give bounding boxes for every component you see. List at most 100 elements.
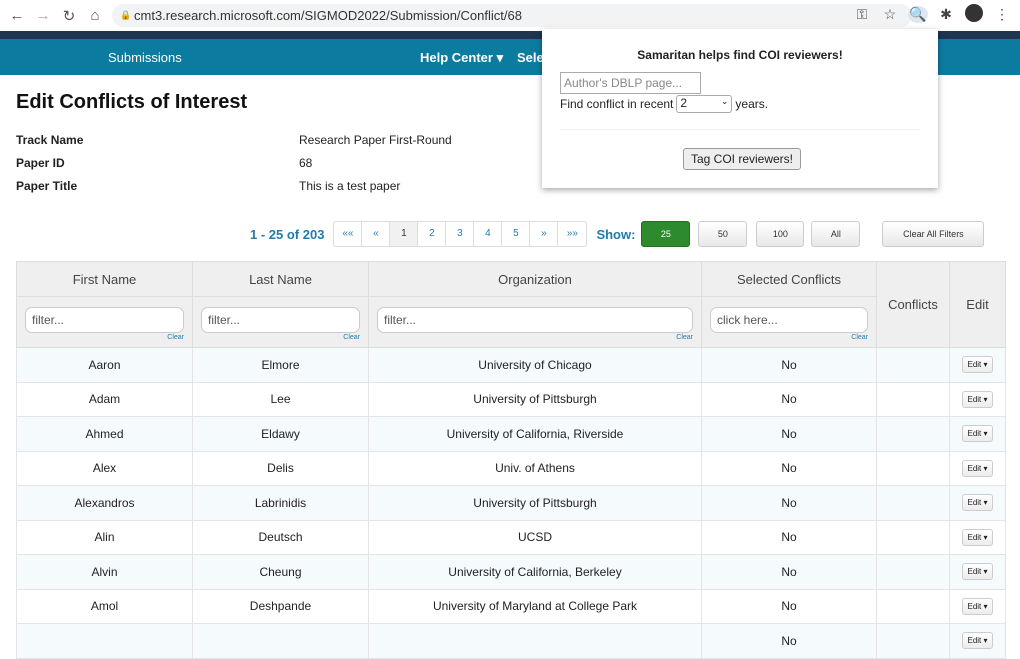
cell: No bbox=[701, 485, 877, 521]
edit-dropdown-button[interactable]: Edit ▾ bbox=[962, 528, 993, 546]
edit-dropdown-button[interactable]: Edit ▾ bbox=[962, 356, 993, 374]
page-link[interactable]: 2 bbox=[418, 222, 447, 246]
back-icon[interactable]: ← bbox=[9, 7, 25, 24]
conflicts-cell bbox=[876, 450, 950, 486]
table-row: Aaron Elmore University of Chicago No Edit ▾ bbox=[16, 347, 1006, 383]
header-conflicts: Conflicts bbox=[876, 261, 950, 348]
edit-dropdown-button[interactable]: Edit ▾ bbox=[962, 494, 993, 512]
cell: No bbox=[701, 519, 877, 555]
info-paper-title: Paper Title This is a test paper bbox=[16, 179, 401, 193]
cell: University of Chicago bbox=[368, 347, 702, 383]
cell: UCSD bbox=[368, 519, 702, 555]
page-link[interactable]: » bbox=[530, 222, 559, 246]
edit-dropdown-button[interactable]: Edit ▾ bbox=[962, 563, 993, 581]
column-filter-input[interactable]: filter... bbox=[25, 307, 184, 333]
extensions-icon[interactable]: ✱ bbox=[940, 6, 952, 22]
tag-coi-button[interactable]: Tag COI reviewers! bbox=[683, 148, 801, 170]
samaritan-extension-icon[interactable]: 🔍 bbox=[908, 6, 928, 23]
header-first-name[interactable]: First Name bbox=[16, 261, 193, 297]
cell: Adam bbox=[16, 381, 193, 417]
cell: Cheung bbox=[192, 554, 369, 590]
address-bar[interactable]: 🔒 cmt3.research.microsoft.com/SIGMOD2022/… bbox=[112, 4, 912, 27]
cell: Lee bbox=[192, 381, 369, 417]
nav-submissions[interactable]: Submissions bbox=[108, 50, 182, 65]
table-row: Alin Deutsch UCSD No Edit ▾ bbox=[16, 519, 1006, 555]
cell: Elmore bbox=[192, 347, 369, 383]
table-row: No Edit ▾ bbox=[16, 623, 1006, 659]
cell: Aaron bbox=[16, 347, 193, 383]
page-size-all[interactable]: All bbox=[811, 221, 861, 247]
samaritan-popup: Samaritan helps find COI reviewers! Auth… bbox=[542, 29, 938, 188]
cell: No bbox=[701, 450, 877, 486]
cell: Alex bbox=[16, 450, 193, 486]
page-link[interactable]: 3 bbox=[446, 222, 475, 246]
table-row: Adam Lee University of Pittsburgh No Edit ▾ bbox=[16, 381, 1006, 417]
page-link[interactable]: »» bbox=[566, 228, 578, 239]
table-row: Ahmed Eldawy University of California, Riv… bbox=[16, 416, 1006, 452]
edit-dropdown-button[interactable]: Edit ▾ bbox=[962, 390, 993, 408]
cell: Alexandros bbox=[16, 485, 193, 521]
cell: Amol bbox=[16, 588, 193, 624]
page-link[interactable]: 4 bbox=[474, 222, 503, 246]
page-link[interactable]: « bbox=[362, 222, 391, 246]
key-icon[interactable]: ⚿ bbox=[856, 6, 868, 22]
edit-dropdown-button[interactable]: Edit ▾ bbox=[962, 632, 993, 650]
find-suffix: years. bbox=[735, 97, 769, 111]
dblp-input[interactable]: Author's DBLP page... bbox=[560, 72, 701, 94]
nav-select[interactable]: Sele bbox=[517, 50, 544, 65]
years-select[interactable]: 2 ⌄ bbox=[676, 95, 733, 113]
edit-dropdown-button[interactable]: Edit ▾ bbox=[962, 425, 993, 443]
reload-icon[interactable]: ↻ bbox=[62, 7, 76, 25]
browser-toolbar: ← → ↻ ⌂ 🔒 cmt3.research.microsoft.com/SIG… bbox=[0, 0, 1020, 31]
home-icon[interactable]: ⌂ bbox=[90, 7, 100, 24]
info-track: Track Name Research Paper First-Round bbox=[16, 133, 452, 147]
star-icon[interactable]: ☆ bbox=[883, 6, 897, 22]
cell: Delis bbox=[192, 450, 369, 486]
url-text: cmt3.research.microsoft.com/SIGMOD2022/S… bbox=[134, 8, 522, 23]
cell: No bbox=[701, 347, 877, 383]
cell bbox=[192, 623, 369, 659]
cell: No bbox=[701, 416, 877, 452]
clear-filter-link[interactable]: Clear bbox=[343, 334, 360, 341]
clear-filter-link[interactable]: Clear bbox=[676, 334, 693, 341]
cell: University of California, Berkeley bbox=[368, 554, 702, 590]
page-size-50[interactable]: 50 bbox=[698, 221, 748, 247]
menu-icon[interactable]: ⋮ bbox=[995, 6, 1009, 22]
page-link[interactable]: 1 bbox=[390, 222, 419, 246]
header-organization[interactable]: Organization bbox=[368, 261, 702, 297]
column-filter-input[interactable]: filter... bbox=[377, 307, 693, 333]
table-row: Alex Delis Univ. of Athens No Edit ▾ bbox=[16, 450, 1006, 486]
edit-dropdown-button[interactable]: Edit ▾ bbox=[962, 597, 993, 615]
clear-filter-link[interactable]: Clear bbox=[851, 334, 868, 341]
header-selected-conflicts[interactable]: Selected Conflicts bbox=[701, 261, 877, 297]
clear-all-filters-button[interactable]: Clear All Filters bbox=[882, 221, 985, 247]
column-filter-input[interactable]: click here... bbox=[710, 307, 868, 333]
table-row: Alvin Cheung University of California, Ber… bbox=[16, 554, 1006, 590]
column-filter-input[interactable]: filter... bbox=[201, 307, 360, 333]
page-link[interactable]: 5 bbox=[502, 222, 531, 246]
profile-avatar[interactable] bbox=[964, 4, 984, 25]
conflicts-cell bbox=[876, 588, 950, 624]
clear-filter-link[interactable]: Clear bbox=[167, 334, 184, 341]
conflicts-cell bbox=[876, 347, 950, 383]
result-count: 1 - 25 of 203 bbox=[250, 226, 325, 242]
conflicts-cell bbox=[876, 623, 950, 659]
page-size-100[interactable]: 100 bbox=[756, 221, 805, 247]
find-prefix: Find conflict in recent bbox=[560, 97, 674, 111]
cell: Ahmed bbox=[16, 416, 193, 452]
lock-icon: 🔒 bbox=[120, 10, 132, 20]
page-size-25[interactable]: 25 bbox=[641, 221, 691, 247]
edit-dropdown-button[interactable]: Edit ▾ bbox=[962, 459, 993, 477]
forward-icon[interactable]: → bbox=[35, 7, 51, 24]
top-bar bbox=[0, 31, 1020, 39]
page-title: Edit Conflicts of Interest bbox=[16, 91, 248, 113]
conflicts-cell bbox=[876, 381, 950, 417]
cell: Labrinidis bbox=[192, 485, 369, 521]
cell: No bbox=[701, 588, 877, 624]
nav-help-center[interactable]: Help Center ▾ bbox=[420, 50, 504, 65]
header-last-name[interactable]: Last Name bbox=[192, 261, 369, 297]
table-row: Amol Deshpande University of Maryland at C… bbox=[16, 588, 1006, 624]
page-link[interactable]: «« bbox=[334, 222, 363, 246]
divider bbox=[560, 129, 920, 130]
header-edit: Edit bbox=[949, 261, 1006, 348]
